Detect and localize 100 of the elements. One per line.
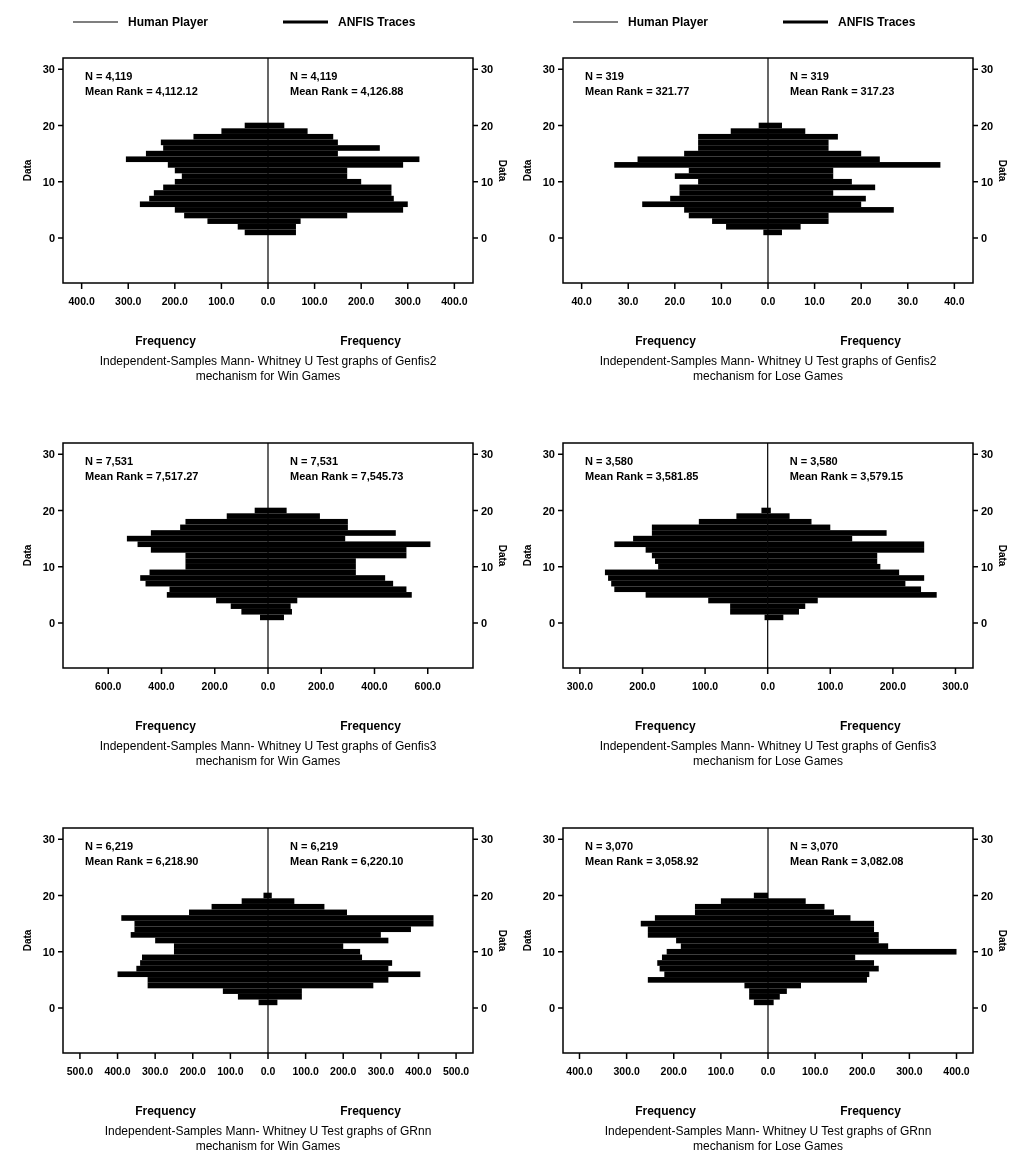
y2-tick-label: 20 bbox=[981, 119, 994, 132]
y2-tick-label: 20 bbox=[481, 504, 494, 517]
x-tick-label: 200.0 bbox=[660, 1065, 688, 1077]
x-tick-label: 600.0 bbox=[95, 680, 122, 692]
annotation: Mean Rank = 3,082.08 bbox=[790, 855, 904, 867]
annotation: Mean Rank = 3,579.15 bbox=[789, 470, 904, 482]
y-tick-label: 30 bbox=[42, 448, 55, 461]
y2-tick-label: 10 bbox=[981, 560, 994, 573]
x-tick-label: 400.0 bbox=[566, 1065, 593, 1077]
y2-tick-label: 20 bbox=[481, 889, 494, 902]
annotation: Mean Rank = 7,545.73 bbox=[290, 470, 404, 482]
x-tick-label: 400.0 bbox=[104, 1065, 131, 1077]
y-tick-label: 20 bbox=[42, 504, 55, 517]
y2-tick-label: 0 bbox=[981, 1002, 988, 1014]
y2-tick-label: 0 bbox=[481, 617, 488, 629]
x-axis-title: Frequency bbox=[635, 1104, 697, 1118]
x-tick-label: 300.0 bbox=[942, 680, 969, 692]
y-tick-label: 0 bbox=[48, 1002, 55, 1014]
x-tick-label: 300.0 bbox=[566, 680, 594, 692]
legend-label: Human Player bbox=[128, 15, 209, 29]
y-tick-label: 10 bbox=[542, 560, 555, 573]
y2-tick-label: 30 bbox=[981, 833, 994, 846]
x-tick-label: 200.0 bbox=[179, 1065, 207, 1077]
y-tick-label: 20 bbox=[42, 889, 55, 902]
y-tick-label: 0 bbox=[48, 232, 55, 244]
x-tick-label: 400.0 bbox=[943, 1065, 970, 1077]
y2-axis-title: Data bbox=[497, 159, 508, 182]
y-tick-label: 30 bbox=[542, 833, 555, 846]
text: Independent-Samples Mann- Whitney U Test graphs of Genfis2 mechanism for Lose Games bbox=[599, 354, 937, 383]
annotation: N = 7,531 bbox=[85, 455, 134, 467]
y2-axis-title: Data bbox=[997, 929, 1008, 952]
x-tick-label: 0.0 bbox=[760, 1065, 776, 1077]
y2-tick-label: 0 bbox=[981, 617, 988, 629]
y2-axis-title: Data bbox=[497, 544, 508, 567]
x-tick-label: 100.0 bbox=[292, 1065, 319, 1077]
x-tick-label: 300.0 bbox=[613, 1065, 640, 1077]
annotation: N = 3,070 bbox=[790, 840, 839, 852]
x-tick-label: 300.0 bbox=[142, 1065, 169, 1077]
y2-tick-label: 30 bbox=[481, 833, 494, 846]
x-tick-label: 40.0 bbox=[944, 295, 965, 307]
annotation: N = 4,119 bbox=[290, 70, 338, 82]
y2-tick-label: 30 bbox=[981, 448, 994, 461]
annotation: N = 3,070 bbox=[585, 840, 634, 852]
x-tick-label: 200.0 bbox=[308, 680, 335, 692]
text: Independent-Samples Mann- Whitney U Test graphs of Genfis3 mechanism for Win Games bbox=[99, 739, 437, 768]
text: Frequency bbox=[340, 1104, 401, 1118]
legend-label: ANFIS Traces bbox=[838, 15, 916, 29]
x-tick-label: 200.0 bbox=[348, 295, 375, 307]
y2-tick-label: 10 bbox=[981, 945, 994, 958]
y2-tick-label: 20 bbox=[981, 889, 994, 902]
y-tick-label: 0 bbox=[548, 617, 555, 629]
y2-tick-label: 10 bbox=[481, 945, 494, 958]
annotation: Mean Rank = 317.23 bbox=[790, 85, 895, 97]
y-tick-label: 0 bbox=[548, 1002, 555, 1014]
y2-tick-label: 0 bbox=[981, 232, 988, 244]
x-tick-label: 10.0 bbox=[804, 295, 825, 307]
annotation: N = 3,580 bbox=[585, 455, 634, 467]
text: Independent-Samples Mann- Whitney U Test graphs of GRnn mechanism for Win Games bbox=[104, 1124, 432, 1153]
y2-tick-label: 30 bbox=[481, 448, 494, 461]
x-tick-label: 200.0 bbox=[849, 1065, 876, 1077]
text: Independent-Samples Mann- Whitney U Test graphs of GRnn mechanism for Lose Games bbox=[604, 1124, 932, 1153]
y-tick-label: 10 bbox=[42, 175, 55, 188]
y2-axis-title: Data bbox=[997, 544, 1008, 567]
y-axis-title: Data bbox=[522, 929, 533, 952]
x-tick-label: 300.0 bbox=[896, 1065, 923, 1077]
y2-tick-label: 10 bbox=[981, 175, 994, 188]
x-tick-label: 0.0 bbox=[760, 295, 776, 307]
annotation: Mean Rank = 6,220.10 bbox=[290, 855, 404, 867]
x-tick-label: 30.0 bbox=[897, 295, 919, 307]
x-tick-label: 500.0 bbox=[66, 1065, 94, 1077]
x-tick-label: 0.0 bbox=[760, 680, 776, 692]
text: Frequency bbox=[840, 334, 901, 348]
x-tick-label: 20.0 bbox=[664, 295, 686, 307]
y-tick-label: 30 bbox=[42, 833, 55, 846]
y2-tick-label: 20 bbox=[481, 119, 494, 132]
x-tick-label: 200.0 bbox=[330, 1065, 357, 1077]
x-tick-label: 500.0 bbox=[442, 1065, 470, 1077]
x-tick-label: 30.0 bbox=[618, 295, 639, 307]
text: Frequency bbox=[340, 719, 401, 733]
x-tick-label: 600.0 bbox=[414, 680, 442, 692]
y2-tick-label: 10 bbox=[481, 560, 494, 573]
x-axis-title: Frequency bbox=[635, 334, 697, 348]
y-tick-label: 20 bbox=[542, 119, 555, 132]
x-tick-label: 200.0 bbox=[629, 680, 656, 692]
y-tick-label: 30 bbox=[42, 63, 55, 76]
x-tick-label: 400.0 bbox=[361, 680, 388, 692]
annotation: Mean Rank = 7,517.27 bbox=[85, 470, 199, 482]
y-axis-title: Data bbox=[22, 544, 33, 567]
y-axis-title: Data bbox=[522, 544, 533, 567]
x-tick-label: 300.0 bbox=[367, 1065, 395, 1077]
text: Frequency bbox=[340, 334, 401, 348]
y-tick-label: 20 bbox=[542, 889, 555, 902]
y2-axis-title: Data bbox=[997, 159, 1008, 182]
annotation: Mean Rank = 4,126.88 bbox=[290, 85, 404, 97]
annotation: Mean Rank = 3,581.85 bbox=[585, 470, 699, 482]
y-tick-label: 20 bbox=[542, 504, 555, 517]
x-tick-label: 0.0 bbox=[260, 680, 276, 692]
y-tick-label: 10 bbox=[42, 945, 55, 958]
x-tick-label: 200.0 bbox=[879, 680, 907, 692]
y2-tick-label: 10 bbox=[481, 175, 494, 188]
